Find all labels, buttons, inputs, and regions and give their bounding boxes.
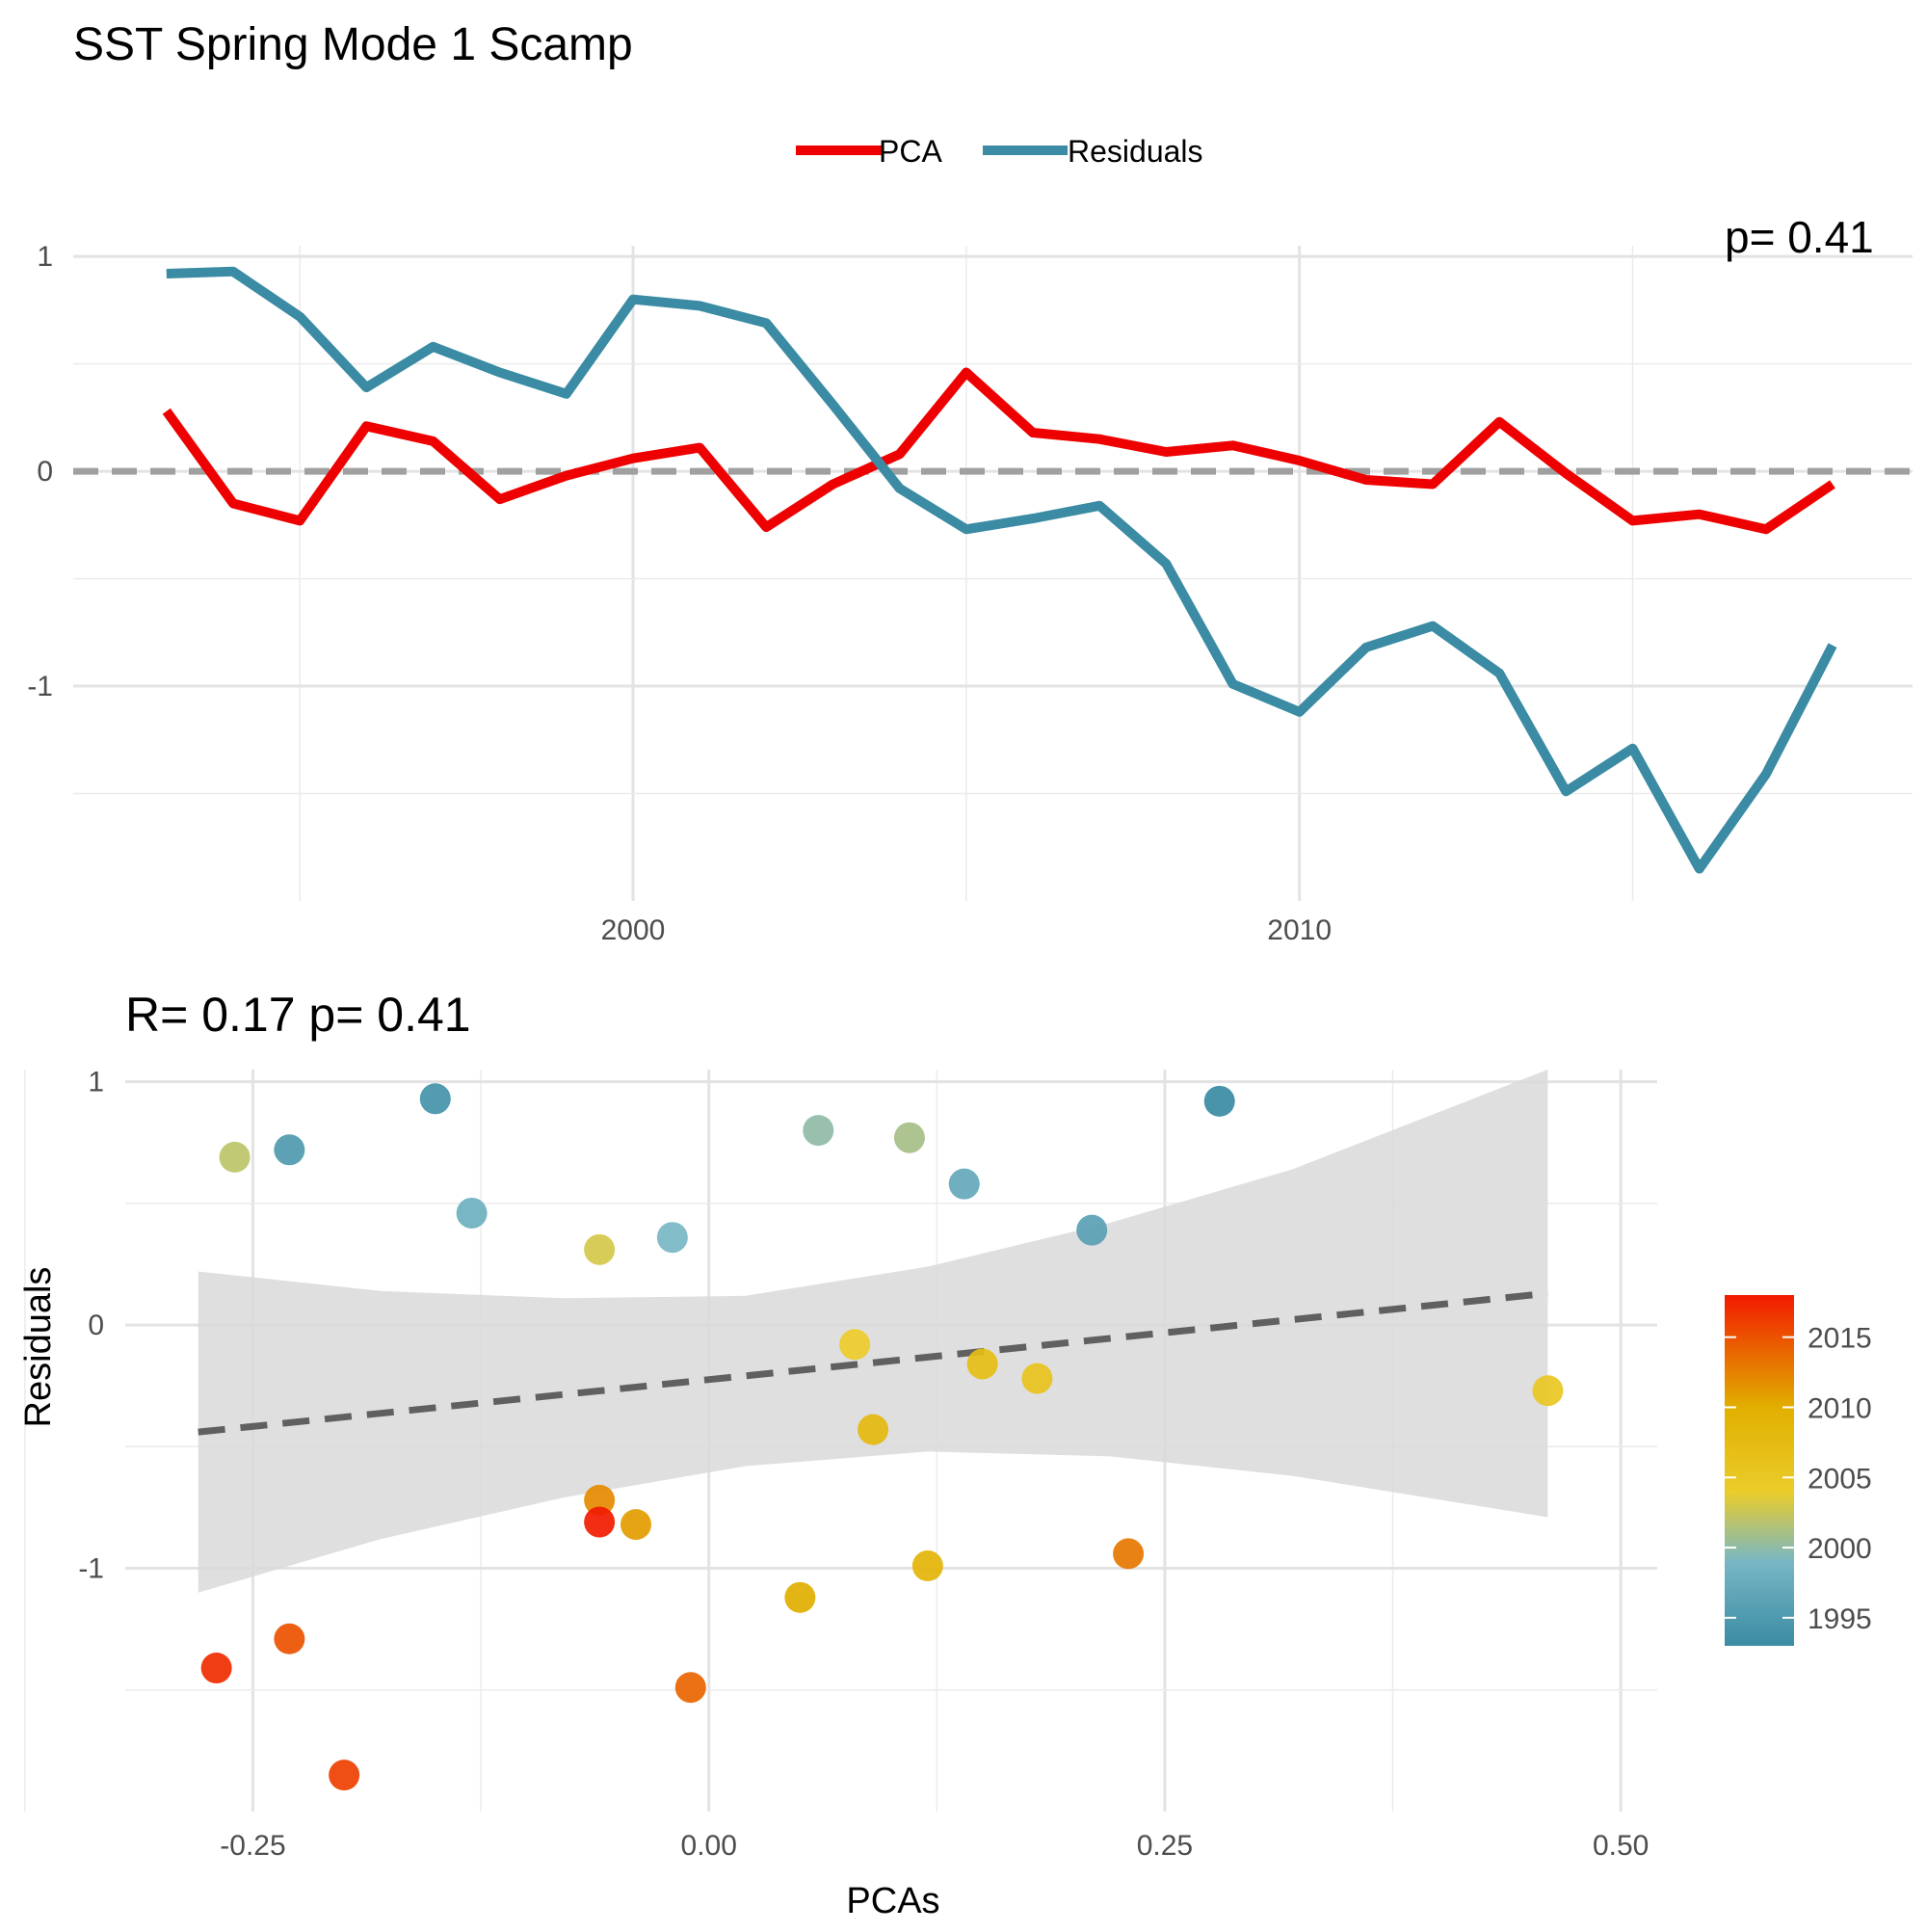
scatter-point-2011 — [620, 1509, 651, 1541]
scatter-point-2000 — [803, 1115, 834, 1147]
legend-label-1: Residuals — [1068, 134, 1203, 169]
scatter-point-1998 — [456, 1197, 488, 1229]
colorbar-tick-label: 2015 — [1808, 1323, 1872, 1355]
x-tick-label: -0.25 — [220, 1830, 285, 1862]
scatter-point-1995 — [274, 1134, 305, 1166]
x-axis-label: PCAs — [846, 1881, 939, 1921]
figure-title: SST Spring Mode 1 Scamp — [73, 19, 633, 70]
series-line-residuals — [166, 266, 1837, 874]
y-tick-label: 0 — [88, 1310, 104, 1341]
y-tick-label: 1 — [88, 1067, 104, 1098]
y-tick-label: -1 — [78, 1553, 104, 1585]
x-tick-label: 0.00 — [681, 1830, 737, 1862]
regression-line — [198, 1289, 1548, 1436]
x-tick-label: 2000 — [601, 914, 666, 946]
scatter-point-2018 — [584, 1506, 616, 1538]
scatter-y-ticks: 1 0 -1 — [78, 1067, 104, 1585]
scatter-point-2009 — [911, 1550, 943, 1582]
scatter-point-2016 — [329, 1760, 360, 1791]
scatter-point-2014 — [674, 1672, 706, 1704]
scatter-points — [200, 1083, 1564, 1791]
scatter-point-2004 — [839, 1329, 871, 1361]
scatter-x-ticks: -0.25 0.00 0.25 0.50 — [220, 1830, 1649, 1862]
scatter-point-2006 — [1021, 1363, 1053, 1394]
scatter-point-2012 — [584, 1484, 616, 1516]
colorbar-bar — [1725, 1295, 1794, 1646]
scatter-point-2013 — [1113, 1538, 1145, 1570]
y-tick-label: 0 — [37, 456, 53, 488]
scatter-title: R= 0.17 p= 0.41 — [125, 988, 471, 1042]
confidence-band-area — [198, 1070, 1548, 1593]
scatter-point-2005 — [1532, 1375, 1564, 1407]
scatter-point-2001 — [893, 1122, 925, 1153]
scatter-point-1997 — [948, 1168, 980, 1200]
scatter-point-2008 — [858, 1414, 889, 1445]
time-series-grid — [73, 246, 1913, 901]
colorbar-tick-label: 2010 — [1808, 1392, 1872, 1424]
y-axis-label: Residuals — [18, 1267, 59, 1428]
x-tick-label: 2010 — [1267, 914, 1332, 946]
scatter-point-2015 — [274, 1623, 305, 1654]
time-series-panel: 2000 2010 1 0 -1 p= 0.41 — [27, 212, 1913, 946]
colorbar-tick-label: 1995 — [1808, 1603, 1872, 1635]
y-tick-label: 1 — [37, 241, 53, 273]
scatter-point-1999 — [656, 1222, 688, 1254]
scatter-point-1996 — [1076, 1214, 1108, 1246]
scatter-point-2003 — [584, 1233, 616, 1265]
legend: PCA Residuals — [796, 134, 1203, 169]
colorbar-tick-label: 2000 — [1808, 1533, 1872, 1565]
series-line-pca — [162, 367, 1835, 535]
clipped-corner-annotation: p= 0.41 — [1725, 212, 1874, 262]
legend-label-0: PCA — [879, 134, 942, 169]
scatter-point-2017 — [200, 1653, 232, 1684]
y-tick-label: -1 — [27, 671, 53, 702]
time-series-lines — [162, 266, 1837, 874]
x-tick-label: 0.25 — [1137, 1830, 1193, 1862]
confidence-band — [198, 1070, 1548, 1593]
scatter-point-2010 — [784, 1581, 816, 1613]
fit-line — [198, 1289, 1548, 1436]
scatter-panel: R= 0.17 p= 0.41 -0.25 0.00 0.25 0.50 1 0 -1 P… — [18, 988, 1872, 1921]
colorbar: 2015 2010 2005 2000 1995 — [1725, 1295, 1872, 1646]
scatter-point-2007 — [966, 1348, 998, 1380]
x-tick-label: 0.50 — [1593, 1830, 1649, 1862]
scatter-point-2002 — [219, 1141, 251, 1173]
colorbar-tick-label: 2005 — [1808, 1463, 1872, 1495]
scatter-point-1994 — [419, 1083, 451, 1115]
time-series-x-ticks: 2000 2010 — [601, 914, 1332, 946]
scatter-point-1993 — [1203, 1085, 1235, 1117]
time-series-y-ticks: 1 0 -1 — [27, 241, 53, 702]
